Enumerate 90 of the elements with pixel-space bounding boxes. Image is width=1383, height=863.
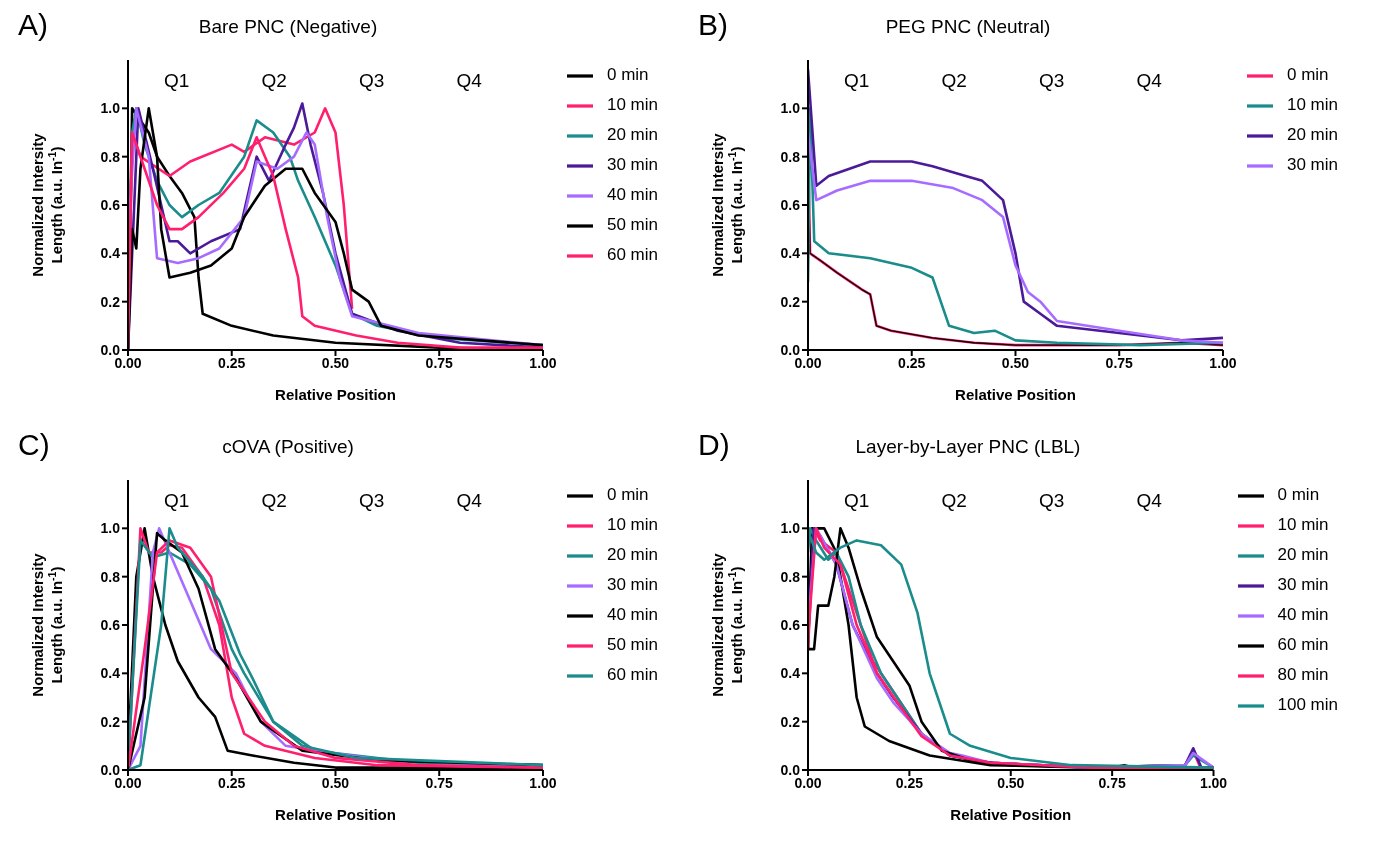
- annotation: Q2: [940, 70, 968, 92]
- x-tick-label: 0.25: [218, 354, 246, 371]
- legend-label: 20 min: [1277, 545, 1329, 564]
- legend-label: 0 min: [1286, 65, 1329, 84]
- annotation: Q3: [358, 70, 386, 92]
- legend-label: 50 min: [606, 215, 658, 234]
- legend-label: 20 min: [606, 125, 658, 144]
- y-tick-label: 1.0: [780, 100, 801, 117]
- chart-title: Layer-by-Layer PNC (LBL): [854, 436, 1082, 458]
- x-tick-label: 0.75: [425, 774, 454, 791]
- legend-label: 10 min: [1277, 515, 1329, 534]
- annotation: Q1: [843, 70, 871, 92]
- annotation: Q3: [1038, 490, 1066, 512]
- x-axis-title: Relative Position: [275, 386, 396, 403]
- y-tick-label: 0.6: [780, 616, 801, 633]
- annotation: Q4: [455, 70, 483, 92]
- text: C): [18, 428, 50, 462]
- x-tick-label: 1.00: [529, 774, 557, 791]
- legend-label: 40 min: [606, 605, 658, 624]
- x-tick-label: 0.75: [1098, 774, 1126, 791]
- text: B): [698, 8, 728, 42]
- legend-label: 10 min: [1286, 95, 1338, 114]
- x-tick-label: 0.50: [321, 354, 350, 371]
- annotation: Q2: [260, 490, 288, 512]
- legend-label: 40 min: [1277, 605, 1329, 624]
- x-tick-label: 0.50: [1001, 354, 1030, 371]
- annotation: Q1: [843, 490, 871, 512]
- legend-label: 30 min: [606, 155, 658, 174]
- legend-label: 40 min: [606, 185, 658, 204]
- y-tick-label: 0.8: [780, 568, 801, 585]
- legend-label: 80 min: [1277, 665, 1329, 684]
- x-tick-label: 0.75: [425, 354, 454, 371]
- x-tick-label: 1.00: [1199, 774, 1228, 791]
- legend-label: 30 min: [606, 575, 658, 594]
- y-tick-label: 0.4: [780, 245, 801, 262]
- legend-label: 30 min: [1286, 155, 1338, 174]
- x-tick-label: 0.25: [218, 774, 246, 791]
- y-tick-label: 0.8: [100, 148, 121, 165]
- annotation: Q1: [163, 490, 191, 512]
- y-tick-label: 0.8: [780, 148, 801, 165]
- y-tick-label: 0.6: [100, 196, 121, 213]
- chart-title: PEG PNC (Neutral): [884, 16, 1052, 38]
- legend-label: 0 min: [1277, 485, 1320, 504]
- annotation: Q2: [260, 70, 288, 92]
- x-tick-label: 1.00: [1209, 354, 1237, 371]
- x-tick-label: 0.25: [895, 774, 924, 791]
- x-tick-label: 0.50: [997, 774, 1025, 791]
- text: A): [18, 8, 48, 42]
- y-tick-label: 0.6: [780, 196, 801, 213]
- chart-title: Bare PNC (Negative): [197, 16, 379, 38]
- x-axis-title: Relative Position: [275, 806, 396, 823]
- legend-label: 0 min: [606, 65, 649, 84]
- annotation: Q3: [1038, 70, 1066, 92]
- y-tick-label: 1.0: [100, 520, 121, 537]
- y-tick-label: 0.4: [100, 245, 121, 262]
- y-tick-label: 0.6: [100, 616, 121, 633]
- y-tick-label: 1.0: [100, 100, 121, 117]
- x-tick-label: 1.00: [529, 354, 557, 371]
- annotation: Q2: [940, 490, 968, 512]
- annotation: Q4: [455, 490, 483, 512]
- x-tick-label: 0.75: [1105, 354, 1134, 371]
- y-tick-label: 1.0: [780, 520, 801, 537]
- chart-title: cOVA (Positive): [221, 436, 355, 458]
- y-tick-label: 0.2: [780, 293, 801, 310]
- y-tick-label: 0.4: [780, 665, 801, 682]
- y-tick-label: 0.2: [780, 713, 801, 730]
- legend-label: 20 min: [606, 545, 658, 564]
- legend-label: 10 min: [606, 515, 658, 534]
- legend-label: 60 min: [606, 245, 658, 264]
- x-axis-title: Relative Position: [955, 386, 1076, 403]
- legend-label: 50 min: [606, 635, 658, 654]
- legend-label: 20 min: [1286, 125, 1338, 144]
- legend-label: 30 min: [1277, 575, 1329, 594]
- legend-label: 100 min: [1277, 695, 1338, 714]
- annotation: Q4: [1135, 70, 1163, 92]
- y-tick-label: 0.2: [100, 713, 121, 730]
- annotation: Q4: [1135, 490, 1163, 512]
- legend-label: 0 min: [606, 485, 649, 504]
- x-axis-title: Relative Position: [950, 806, 1072, 823]
- legend-label: 60 min: [606, 665, 658, 684]
- y-tick-label: 0.2: [100, 293, 121, 310]
- text: D): [698, 428, 730, 462]
- annotation: Q3: [358, 490, 386, 512]
- y-tick-label: 0.8: [100, 568, 121, 585]
- legend-label: 60 min: [1277, 635, 1329, 654]
- annotation: Q1: [163, 70, 191, 92]
- legend-label: 10 min: [606, 95, 658, 114]
- y-tick-label: 0.4: [100, 665, 121, 682]
- x-tick-label: 0.25: [898, 354, 926, 371]
- x-tick-label: 0.50: [321, 774, 350, 791]
